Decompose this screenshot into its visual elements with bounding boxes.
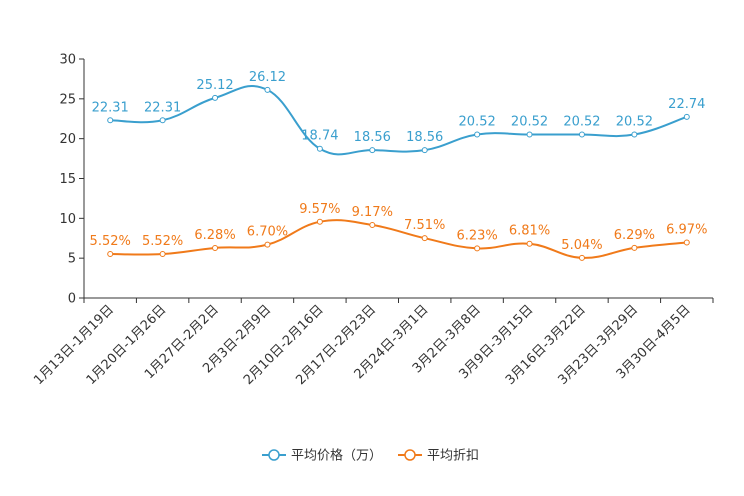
data-point [578,254,585,261]
data-point [159,117,166,124]
data-label: 6.28% [194,228,235,243]
legend-label: 平均折扣 [427,449,479,464]
data-point [369,221,376,228]
data-label: 25.12 [196,78,233,93]
data-label: 20.52 [616,115,653,130]
legend[interactable]: 平均价格（万） 平均折扣 [262,448,479,464]
data-point [526,240,533,247]
y-tick-label: 0 [68,292,76,307]
data-label: 6.23% [456,228,497,243]
data-point [421,235,428,242]
data-point [369,147,376,154]
data-point [474,245,481,252]
data-label: 9.57% [299,202,340,217]
data-label: 18.74 [301,129,338,144]
data-point [683,113,690,120]
data-point [683,239,690,246]
data-label: 6.97% [666,222,707,237]
data-label: 18.56 [354,130,391,145]
y-tick-label: 25 [59,92,76,107]
data-point [107,117,114,124]
data-point [578,131,585,138]
data-point [631,131,638,138]
legend-label: 平均价格（万） [291,448,382,464]
data-label: 20.52 [459,115,496,130]
data-label: 6.70% [247,225,288,240]
data-point [316,218,323,225]
axes: 0510152025301月13日-1月19日1月20日-1月26日1月27日-… [31,53,714,388]
data-label: 5.04% [561,238,602,253]
data-point [107,251,114,258]
data-point [264,241,271,248]
data-label: 22.31 [92,100,129,115]
data-labels: 22.31 22.31 25.12 26.12 18.74 18.56 18.56 20.52… [90,70,708,253]
data-label: 5.52% [90,234,131,249]
y-tick-label: 10 [59,212,76,227]
series-layer [107,85,690,261]
y-tick-label: 5 [68,252,76,267]
data-label: 7.51% [404,218,445,233]
y-tick-label: 30 [59,53,76,68]
legend-marker-icon [268,449,280,461]
legend-item[interactable]: 平均折扣 [398,449,479,464]
data-label: 9.17% [352,205,393,220]
y-tick-label: 15 [59,172,76,187]
data-point [159,251,166,258]
data-point [212,94,219,101]
data-label: 22.31 [144,100,181,115]
data-point [526,131,533,138]
data-label: 18.56 [406,130,443,145]
data-point [316,145,323,152]
data-point [474,131,481,138]
data-label: 5.52% [142,234,183,249]
data-label: 22.74 [668,97,705,112]
data-label: 6.29% [614,228,655,243]
data-point [631,244,638,251]
data-point [421,147,428,154]
legend-marker-icon [404,449,416,461]
data-point [264,86,271,93]
data-label: 20.52 [563,115,600,130]
data-label: 26.12 [249,70,286,85]
series-line-1 [110,219,687,259]
y-tick-label: 20 [59,132,76,147]
data-label: 6.81% [509,224,550,239]
legend-item[interactable]: 平均价格（万） [262,448,382,464]
data-point [212,244,219,251]
data-label: 20.52 [511,115,548,130]
